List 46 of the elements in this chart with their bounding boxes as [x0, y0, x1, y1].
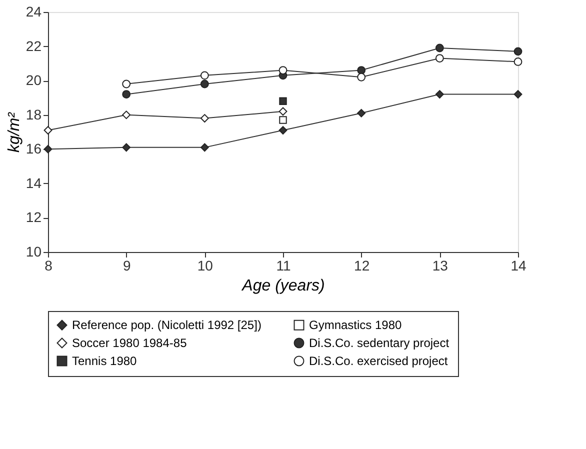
- legend-label: Tennis 1980: [72, 354, 138, 368]
- point: [514, 90, 522, 98]
- point: [357, 66, 366, 74]
- x-tick-label: 13: [432, 258, 448, 274]
- point: [122, 90, 131, 98]
- point: [200, 143, 209, 152]
- point: [44, 126, 52, 134]
- x-axis-title: Age (years): [241, 278, 325, 294]
- x-tick-label: 10: [197, 258, 214, 274]
- y-tick-label: 10: [26, 244, 42, 260]
- x-tick-label: 9: [122, 258, 131, 274]
- legend-label: Reference pop. (Nicoletti 1992 [25]): [72, 318, 262, 332]
- y-tick-label: 14: [26, 174, 42, 191]
- point: [279, 97, 287, 105]
- point: [278, 66, 288, 74]
- point: [122, 110, 131, 120]
- point: [357, 72, 366, 82]
- x-tick-label: 11: [276, 258, 291, 274]
- x-tick-label: 14: [510, 258, 526, 274]
- x-tick-label: 12: [354, 258, 370, 274]
- point: [435, 90, 444, 98]
- point: [200, 80, 209, 88]
- y-tick-label: 20: [26, 72, 42, 88]
- point: [278, 126, 288, 134]
- legend-label: Soccer 1980 1984-85: [72, 336, 188, 350]
- y-tick-label: 16: [26, 140, 42, 157]
- point: [122, 143, 131, 152]
- point: [200, 71, 209, 80]
- y-tick-label: 12: [26, 209, 42, 226]
- legend-label: Di.S.Co. sedentary project: [309, 336, 450, 350]
- y-tick-label: 24: [26, 4, 42, 20]
- legend-label: Gymnastics 1980: [309, 318, 402, 332]
- point: [357, 108, 366, 118]
- point: [122, 80, 131, 88]
- y-axis-title: kg/m²: [6, 112, 23, 152]
- point: [278, 107, 288, 116]
- point: [200, 114, 209, 122]
- x-tick-label: 8: [44, 258, 53, 274]
- point: [435, 54, 444, 62]
- y-tick-label: 18: [26, 106, 42, 122]
- point: [514, 47, 522, 56]
- point: [435, 44, 444, 52]
- legend-label: Di.S.Co. exercised project: [309, 354, 448, 368]
- y-tick-label: 22: [26, 38, 42, 54]
- point: [514, 58, 522, 66]
- point: [279, 116, 287, 124]
